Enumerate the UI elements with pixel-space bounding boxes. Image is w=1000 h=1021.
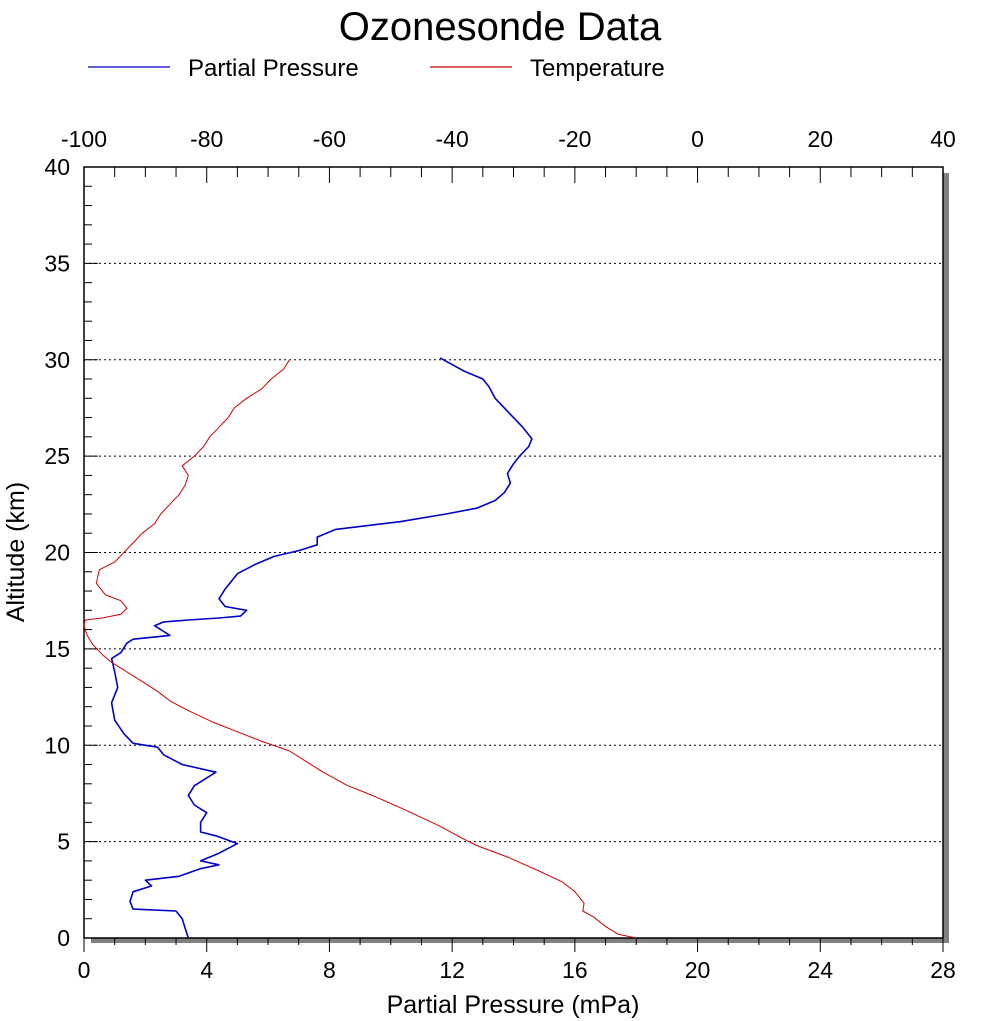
x-bottom-tick-label: 24 [807, 957, 833, 983]
x-bottom-tick-label: 20 [685, 957, 711, 983]
legend: Partial Pressure Temperature [88, 55, 665, 82]
x-axis-label: Partial Pressure (mPa) [387, 991, 640, 1019]
x-bottom-tick-label: 8 [323, 957, 336, 983]
x-top-tick-label: 40 [930, 126, 956, 152]
y-axis-label: Altitude (km) [2, 482, 30, 622]
legend-label-temperature: Temperature [530, 55, 665, 82]
x-top-tick-label: -100 [61, 126, 107, 152]
y-tick-label: 30 [44, 347, 70, 373]
x-bottom-tick-label: 12 [439, 957, 465, 983]
y-tick-label: 15 [44, 636, 70, 662]
axes: 0 5 10 15 20 25 30 35 40 0 4 8 12 16 20 24 28 -100 -80 -60 -… [44, 126, 955, 983]
x-bottom-tick-label: 4 [200, 957, 213, 983]
series-line-partial-pressure [110, 357, 533, 939]
y-tick-label: 0 [57, 925, 70, 951]
y-tick-label: 5 [57, 829, 70, 855]
x-top-tick-label: 20 [807, 126, 833, 152]
x-bottom-tick-label: 16 [562, 957, 588, 983]
y-tick-label: 10 [44, 732, 70, 758]
x-top-tick-label: -60 [313, 126, 346, 152]
x-top-tick-label: -40 [436, 126, 469, 152]
x-bottom-tick-label: 0 [78, 957, 91, 983]
y-tick-label: 35 [44, 250, 70, 276]
y-tick-label: 40 [44, 154, 70, 180]
x-top-tick-label: 0 [691, 126, 704, 152]
plot-shadow-bottom [91, 937, 949, 943]
plot-shadow-right [943, 173, 949, 943]
series-lines [83, 357, 637, 939]
legend-label-partial-pressure: Partial Pressure [188, 55, 359, 82]
x-top-tick-label: -20 [558, 126, 591, 152]
x-bottom-tick-label: 28 [930, 957, 956, 983]
x-top-tick-label: -80 [190, 126, 223, 152]
chart-title: Ozonesonde Data [339, 5, 662, 49]
series-line-temperature [83, 359, 637, 939]
y-tick-label: 20 [44, 540, 70, 566]
grid-lines [84, 262, 943, 843]
y-tick-label: 25 [44, 443, 70, 469]
